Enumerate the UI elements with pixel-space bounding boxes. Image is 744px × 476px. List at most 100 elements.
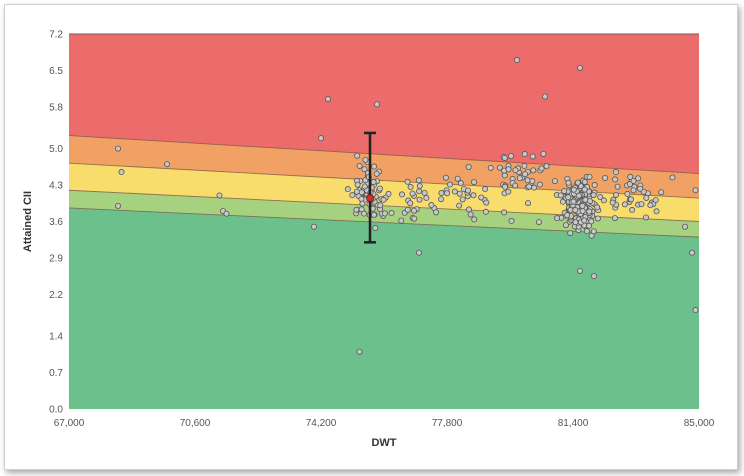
- data-point: [388, 210, 395, 217]
- error-bar-mean: [366, 194, 374, 202]
- data-point: [416, 182, 423, 189]
- data-point: [446, 181, 453, 188]
- data-point: [501, 183, 508, 190]
- data-point: [594, 215, 601, 222]
- data-point: [501, 154, 508, 161]
- data-point: [471, 216, 478, 223]
- data-point: [377, 202, 384, 209]
- data-point: [442, 174, 449, 181]
- data-point: [513, 57, 520, 64]
- data-point: [612, 191, 619, 198]
- data-point: [591, 182, 598, 189]
- data-point: [344, 186, 351, 193]
- y-axis-ticks: 0.0 0.7 1.4 2.2 2.9 3.6 4.3 5.0 5.8 6.5 7.2: [49, 30, 63, 416]
- data-point: [583, 228, 590, 235]
- data-point: [588, 218, 595, 225]
- data-point: [543, 163, 550, 170]
- data-point: [630, 177, 637, 184]
- data-point: [551, 178, 558, 185]
- data-point: [380, 196, 387, 203]
- x-tick-label: 85,000: [684, 418, 715, 429]
- data-point: [647, 202, 654, 209]
- data-point: [635, 175, 642, 182]
- data-point: [478, 194, 485, 201]
- data-point: [443, 190, 450, 197]
- data-point: [359, 200, 366, 207]
- data-point: [433, 209, 440, 216]
- data-point: [115, 202, 122, 209]
- data-point: [643, 194, 650, 201]
- data-point: [349, 192, 356, 199]
- x-axis-ticks: 67,000 70,600 74,200 77,800 81,400 85,000: [54, 418, 715, 429]
- y-tick-label: 2.9: [49, 253, 63, 264]
- data-point: [653, 208, 660, 215]
- data-point: [411, 215, 418, 222]
- data-point: [579, 202, 586, 209]
- data-point: [669, 174, 676, 181]
- data-point: [115, 145, 122, 152]
- data-point: [467, 211, 474, 218]
- y-tick-label: 0.0: [49, 405, 63, 416]
- data-point: [567, 230, 574, 237]
- data-point: [692, 307, 699, 314]
- data-point: [565, 194, 572, 201]
- data-point: [529, 178, 536, 185]
- data-point: [438, 196, 445, 203]
- data-point: [370, 179, 377, 186]
- data-point: [586, 208, 593, 215]
- data-point: [581, 217, 588, 224]
- data-point: [587, 198, 594, 205]
- data-point: [428, 202, 435, 209]
- data-point: [459, 196, 466, 203]
- data-point: [404, 206, 411, 213]
- data-point: [353, 188, 360, 195]
- data-point: [692, 187, 699, 194]
- data-point: [597, 194, 604, 201]
- data-point: [629, 206, 636, 213]
- data-point: [642, 214, 649, 221]
- y-tick-label: 1.4: [49, 332, 63, 343]
- data-point: [496, 164, 503, 171]
- data-point: [572, 207, 579, 214]
- data-point: [621, 201, 628, 208]
- rating-bands: [69, 34, 699, 409]
- boundary-D: [68, 135, 700, 175]
- chart-frame: 0.0 0.7 1.4 2.2 2.9 3.6 4.3 5.0 5.8 6.5 7.2 67,000…: [4, 4, 738, 470]
- y-tick-label: 7.2: [49, 30, 63, 41]
- x-axis-title: DWT: [371, 437, 396, 449]
- y-tick-label: 5.8: [49, 102, 63, 113]
- data-point: [624, 190, 631, 197]
- data-point: [356, 348, 363, 355]
- data-point: [570, 198, 577, 205]
- data-point: [531, 184, 538, 191]
- data-point: [358, 206, 365, 213]
- data-point: [521, 162, 528, 169]
- data-point: [416, 188, 423, 195]
- data-point: [465, 206, 472, 213]
- data-point: [223, 210, 230, 217]
- data-point: [324, 96, 331, 103]
- data-point: [594, 204, 601, 211]
- data-point: [421, 189, 428, 196]
- band-A: [69, 207, 699, 409]
- data-point: [521, 151, 528, 158]
- data-point: [526, 183, 533, 190]
- data-point: [590, 228, 597, 235]
- data-point: [581, 178, 588, 185]
- data-point: [540, 150, 547, 157]
- data-point: [482, 208, 489, 215]
- data-point: [456, 202, 463, 209]
- data-point: [579, 207, 586, 214]
- data-point: [409, 190, 416, 197]
- data-point: [465, 187, 472, 194]
- y-tick-label: 0.7: [49, 368, 63, 379]
- x-tick-label: 67,000: [54, 418, 85, 429]
- data-point: [398, 191, 405, 198]
- data-point: [570, 186, 577, 193]
- x-tick-label: 70,600: [180, 418, 211, 429]
- data-point: [600, 197, 607, 204]
- data-point: [524, 177, 531, 184]
- data-point: [542, 93, 549, 100]
- data-point: [682, 223, 689, 230]
- error-bar-group: [364, 131, 376, 244]
